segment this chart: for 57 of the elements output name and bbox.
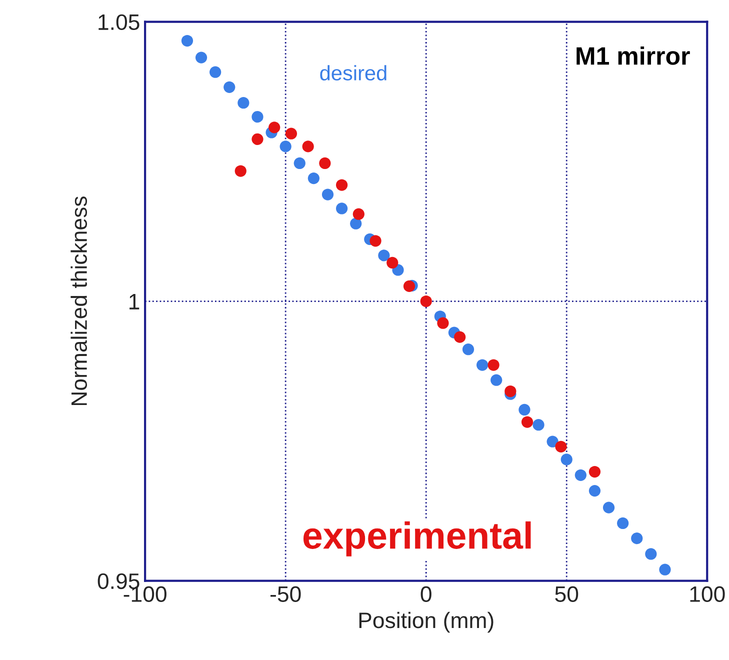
point xyxy=(521,416,534,428)
point xyxy=(210,66,222,78)
point xyxy=(518,404,530,416)
point xyxy=(234,165,246,177)
point xyxy=(420,295,432,308)
point xyxy=(386,256,398,269)
point xyxy=(659,564,671,576)
point xyxy=(437,317,449,329)
point xyxy=(555,440,567,452)
point xyxy=(350,218,362,230)
point xyxy=(302,140,314,152)
series-label: experimental xyxy=(303,521,531,556)
point xyxy=(504,385,516,398)
point xyxy=(181,34,194,47)
point xyxy=(645,548,657,560)
text: desired xyxy=(320,65,386,80)
point xyxy=(488,359,500,371)
point xyxy=(294,157,306,170)
x-tick-label: -50 xyxy=(270,586,301,602)
point xyxy=(280,140,292,152)
y-tick-label: 1 xyxy=(130,294,140,310)
point xyxy=(574,469,586,481)
point xyxy=(476,359,488,371)
annotation: M1 mirror xyxy=(576,46,690,65)
point xyxy=(322,188,334,200)
point xyxy=(454,331,466,343)
point xyxy=(195,52,208,64)
point xyxy=(588,484,601,497)
point xyxy=(252,111,264,123)
point xyxy=(532,419,544,431)
x-tick-label: 100 xyxy=(690,586,725,602)
point xyxy=(238,97,250,109)
y-axis-title: Normalized thickness xyxy=(70,196,88,406)
y-tick-label: 1.05 xyxy=(98,14,140,30)
point xyxy=(403,280,416,292)
point xyxy=(336,179,348,191)
point xyxy=(252,133,264,145)
point xyxy=(285,128,298,140)
point xyxy=(490,374,502,386)
x-axis-title: Position (mm) xyxy=(359,612,494,633)
point xyxy=(546,436,558,448)
point xyxy=(631,532,643,544)
point xyxy=(588,466,601,478)
point xyxy=(602,502,615,514)
point xyxy=(268,122,280,134)
point xyxy=(462,344,474,356)
point xyxy=(308,172,320,184)
x-tick-label: 50 xyxy=(555,586,578,602)
point xyxy=(224,81,236,93)
point xyxy=(319,157,331,170)
point xyxy=(378,250,390,262)
point xyxy=(336,202,348,214)
point xyxy=(352,208,364,220)
point xyxy=(370,235,382,247)
point xyxy=(560,454,572,466)
x-tick-label: 0 xyxy=(420,586,432,602)
point xyxy=(617,517,629,530)
